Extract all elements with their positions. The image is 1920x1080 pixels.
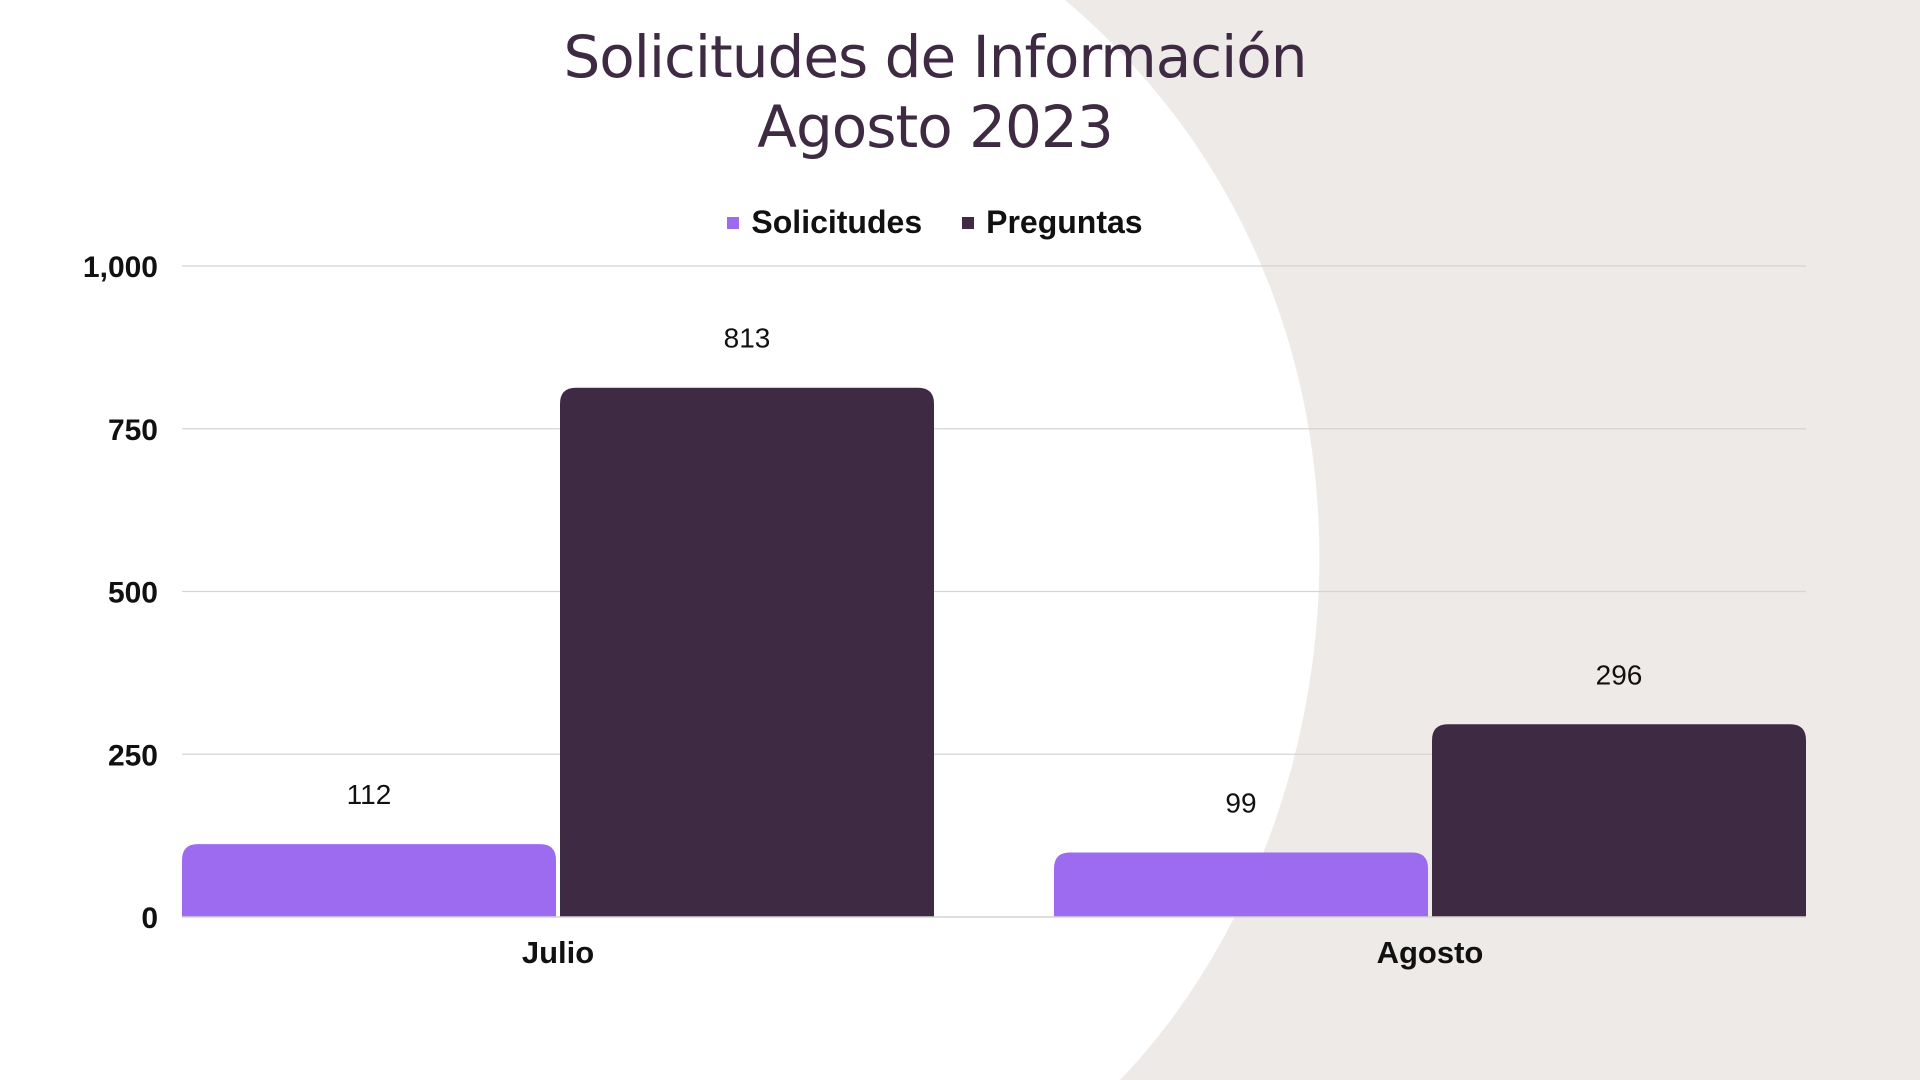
data-label: 99 xyxy=(1225,788,1256,819)
x-tick-label: Agosto xyxy=(1377,935,1484,970)
x-tick-label: Julio xyxy=(522,935,594,970)
y-tick-label: 1,000 xyxy=(83,251,158,284)
legend-label-solicitudes: Solicitudes xyxy=(751,204,923,240)
legend-item-preguntas: Preguntas xyxy=(962,204,1143,241)
chart-title: Solicitudes de Información Agosto 2023 xyxy=(0,22,1870,162)
chart-title-line-1: Solicitudes de Información xyxy=(563,23,1307,91)
y-tick-label: 0 xyxy=(141,902,158,935)
bar-preguntas-julio xyxy=(560,387,934,917)
legend-item-solicitudes: Solicitudes xyxy=(727,204,922,241)
bar-solicitudes-agosto xyxy=(1054,852,1428,917)
bar-solicitudes-julio xyxy=(182,844,556,917)
legend-swatch-solicitudes xyxy=(727,216,740,229)
y-tick-label: 750 xyxy=(108,414,158,447)
chart-title-line-2: Agosto 2023 xyxy=(757,93,1113,161)
chart-legend: Solicitudes Preguntas xyxy=(0,204,1870,241)
y-tick-label: 500 xyxy=(108,577,158,610)
data-label: 813 xyxy=(724,323,771,354)
legend-swatch-preguntas xyxy=(962,216,975,229)
legend-label-preguntas: Preguntas xyxy=(986,204,1143,240)
data-label: 112 xyxy=(347,779,392,810)
y-tick-label: 250 xyxy=(108,739,158,772)
bar-preguntas-agosto xyxy=(1432,724,1806,917)
data-label: 296 xyxy=(1596,659,1643,690)
